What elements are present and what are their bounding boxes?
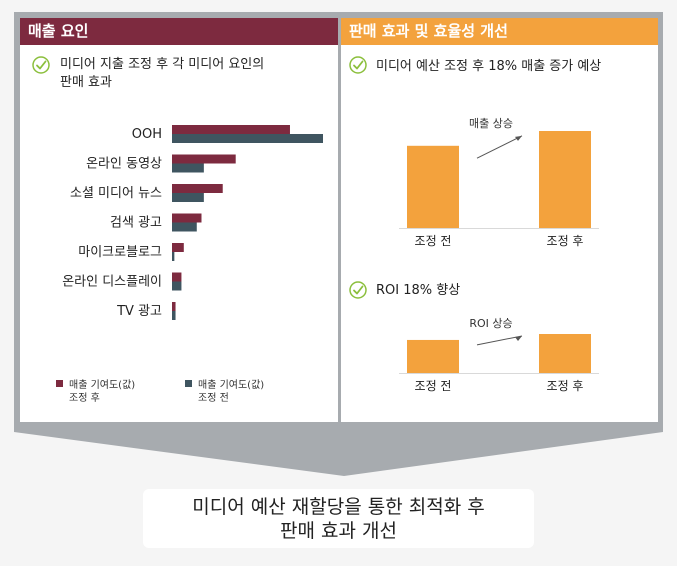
category-label: 온라인 디스플레이 [62,275,162,290]
category-label: 마이크로블로그 [78,245,162,260]
trend-arrow [476,335,523,346]
arrow-head [515,135,522,141]
category-label: 조정 후 [547,379,584,393]
sales-increase-subtitle: 미디어 예산 조정 후 18% 매출 증가 예상 [376,59,602,74]
trend-arrow [476,135,523,159]
bar-after [172,154,236,164]
legend-label: 조정 후 [69,392,100,404]
check-circle-icon [32,56,50,74]
bar-before [172,163,204,173]
subtitle-line-2: 판매 효과 [60,75,112,90]
bar-before [172,222,197,232]
sales-factors-subtitle: 미디어 지출 조정 후 각 미디어 요인의 판매 효과 [60,56,264,92]
bar-after [172,125,290,134]
bar-before [172,311,176,320]
conclusion-box: 미디어 예산 재할당을 통한 최적화 후 판매 효과 개선 [143,489,534,548]
legend-swatch [185,380,192,387]
category-label: 조정 전 [415,379,452,393]
sales-efficiency-panel: 판매 효과 및 효율성 개선 미디어 예산 조정 후 18% 매출 증가 예상 … [341,18,658,422]
annotation-label: ROI 상승 [469,317,512,330]
category-label: 조정 후 [547,234,584,248]
check-circle-icon [349,56,367,74]
category-label: 온라인 동영상 [86,157,162,172]
bar-before [172,193,204,202]
category-label: 검색 광고 [110,216,162,231]
bar-after [172,302,176,311]
bar-before [172,281,182,291]
bar-after [172,213,202,223]
arrow-head [515,335,522,341]
sales-factors-title: 매출 요인 [20,18,338,45]
legend-label: 조정 전 [198,392,229,404]
category-label: TV 광고 [116,304,162,319]
roi-subtitle: ROI 18% 향상 [376,283,461,298]
bar-after [172,184,223,193]
bar-before [172,134,323,143]
subtitle-line-1: 미디어 지출 조정 후 각 미디어 요인의 [60,57,265,72]
bar-after [172,243,184,252]
bar [539,334,591,373]
category-label: OOH [132,127,162,142]
bar [539,131,591,228]
check-circle-icon [349,281,367,299]
bar-after [172,272,182,282]
category-label: 조정 전 [415,234,452,248]
roi-comparison-chart: 조정 전 조정 후 ROI 상승 [399,317,599,393]
sales-comparison-chart: 조정 전 조정 후 매출 상승 [399,117,599,248]
legend-label: 매출 기여도(값) [69,379,135,391]
sales-efficiency-title: 판매 효과 및 효율성 개선 [341,18,658,45]
legend-swatch [56,380,63,387]
conclusion-line-1: 미디어 예산 재할당을 통한 최적화 후 [192,496,485,518]
chevron-down-shape [14,426,663,476]
annotation-label: 매출 상승 [469,117,513,130]
sales-factors-panel: 매출 요인 미디어 지출 조정 후 각 미디어 요인의 판매 효과 OOH 온라인… [20,18,338,422]
bar [407,339,459,373]
bar-before [172,252,175,261]
bar [407,145,459,228]
legend-label: 매출 기여도(값) [198,379,264,391]
category-label: 소셜 미디어 뉴스 [70,186,162,201]
conclusion-line-2: 판매 효과 개선 [280,520,397,542]
